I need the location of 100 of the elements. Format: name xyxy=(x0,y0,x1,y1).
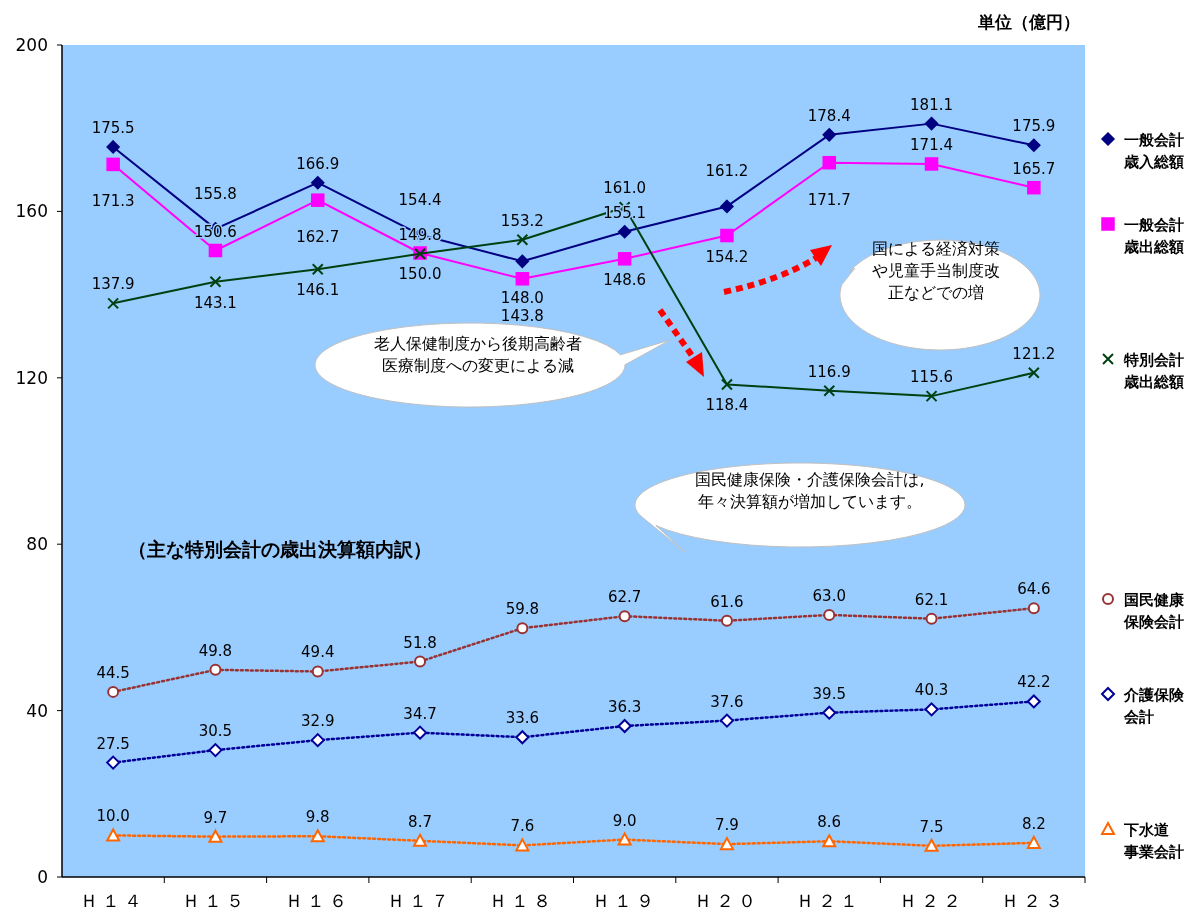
point xyxy=(1027,366,1040,379)
point xyxy=(719,837,734,851)
point xyxy=(924,838,939,852)
data-label: 166.9 xyxy=(296,154,340,173)
point xyxy=(311,665,324,678)
data-label: 39.5 xyxy=(812,684,846,703)
data-label: 146.1 xyxy=(296,281,340,300)
x-tick-label: Ｈ１９ xyxy=(591,890,658,911)
data-label: 32.9 xyxy=(301,712,335,731)
data-label: 115.6 xyxy=(910,368,954,387)
point xyxy=(720,199,734,214)
data-label: 8.6 xyxy=(817,813,842,832)
point xyxy=(209,275,222,288)
x-tick-label: Ｈ２２ xyxy=(898,890,965,911)
data-label: 161.0 xyxy=(603,179,647,198)
data-label: 9.7 xyxy=(203,808,228,827)
legend-label: 一般会計歳出総額 xyxy=(1123,216,1184,256)
data-label: 40.3 xyxy=(914,681,949,700)
legend-label: 下水道事業会計 xyxy=(1123,821,1184,861)
point xyxy=(413,833,428,847)
point xyxy=(516,622,529,635)
annotation: （主な特別会計の歳出決算額内訳） xyxy=(128,538,432,560)
point xyxy=(617,832,632,846)
data-label: 36.3 xyxy=(607,697,642,716)
point xyxy=(310,733,325,748)
point xyxy=(1026,694,1041,709)
legend-label: 国民健康保険会計 xyxy=(1123,591,1185,631)
point xyxy=(822,834,837,848)
data-label: 8.2 xyxy=(1021,814,1046,833)
point xyxy=(617,225,632,239)
y-tick-label: 160 xyxy=(15,201,48,222)
point xyxy=(515,730,530,745)
legend-label: 特別会計歳出総額 xyxy=(1123,351,1184,391)
data-label: 33.6 xyxy=(505,709,540,728)
data-label: 27.5 xyxy=(96,734,130,753)
point xyxy=(208,829,223,843)
data-label: 7.6 xyxy=(510,817,535,836)
data-label: 7.5 xyxy=(919,817,944,836)
point xyxy=(924,157,939,171)
x-tick-label: Ｈ２３ xyxy=(1000,890,1067,911)
point xyxy=(209,663,222,676)
legend-label: 一般会計歳入総額 xyxy=(1123,131,1184,171)
data-label: 181.1 xyxy=(910,95,954,114)
data-label: 44.5 xyxy=(96,663,130,682)
data-label: 162.7 xyxy=(296,228,340,247)
point xyxy=(618,610,631,623)
data-label: 175.5 xyxy=(91,118,135,137)
data-label: 171.7 xyxy=(807,190,851,209)
data-label: 121.2 xyxy=(1012,344,1056,363)
data-label: 61.6 xyxy=(710,592,744,611)
data-label: 175.9 xyxy=(1012,117,1056,136)
point xyxy=(1026,835,1041,849)
point xyxy=(924,702,939,717)
point xyxy=(823,608,836,621)
legend-label: 介護保険会計 xyxy=(1123,686,1185,726)
point xyxy=(720,228,734,243)
y-tick-label: 80 xyxy=(26,534,48,555)
point xyxy=(106,828,121,842)
point xyxy=(208,243,223,258)
data-label: 37.6 xyxy=(710,692,744,711)
data-label: 154.2 xyxy=(705,247,749,266)
data-label: 178.4 xyxy=(807,106,851,125)
data-label: 62.1 xyxy=(914,590,949,609)
point xyxy=(617,718,632,733)
data-label: 143.1 xyxy=(193,293,237,312)
point xyxy=(1027,138,1041,153)
point xyxy=(925,390,938,403)
point xyxy=(822,155,836,170)
data-label: 62.7 xyxy=(607,588,642,607)
y-tick-label: 120 xyxy=(15,367,48,388)
data-label: 7.9 xyxy=(715,816,739,835)
point xyxy=(720,614,733,627)
annotation: 老人保健制度から後期高齢者医療制度への変更による減 xyxy=(374,334,582,375)
data-label: 143.8 xyxy=(500,306,544,325)
data-label: 161.2 xyxy=(705,162,749,181)
text: 単位（億円） xyxy=(977,12,1080,32)
point xyxy=(617,252,632,266)
x-tick-label: Ｈ１６ xyxy=(284,890,351,911)
point xyxy=(515,272,530,286)
point xyxy=(1027,602,1040,615)
point xyxy=(107,685,120,698)
data-label: 148.0 xyxy=(500,289,544,308)
y-tick-label: 0 xyxy=(37,867,48,887)
data-label: 9.8 xyxy=(305,808,330,827)
point xyxy=(413,725,428,740)
data-label: 171.4 xyxy=(910,135,954,154)
data-label: 8.7 xyxy=(408,812,432,831)
point xyxy=(311,263,324,276)
data-label: 137.9 xyxy=(91,275,135,294)
data-label: 154.4 xyxy=(398,190,442,209)
point xyxy=(310,829,325,843)
x-tick-label: Ｈ１４ xyxy=(80,890,147,911)
data-label: 51.8 xyxy=(403,633,437,652)
data-label: 155.8 xyxy=(193,184,237,203)
point xyxy=(1027,180,1041,195)
data-label: 34.7 xyxy=(403,704,437,723)
data-label: 10.0 xyxy=(96,807,130,826)
data-label: 63.0 xyxy=(812,586,846,605)
y-tick-label: 40 xyxy=(26,700,48,721)
x-tick-label: Ｈ１５ xyxy=(182,890,249,911)
